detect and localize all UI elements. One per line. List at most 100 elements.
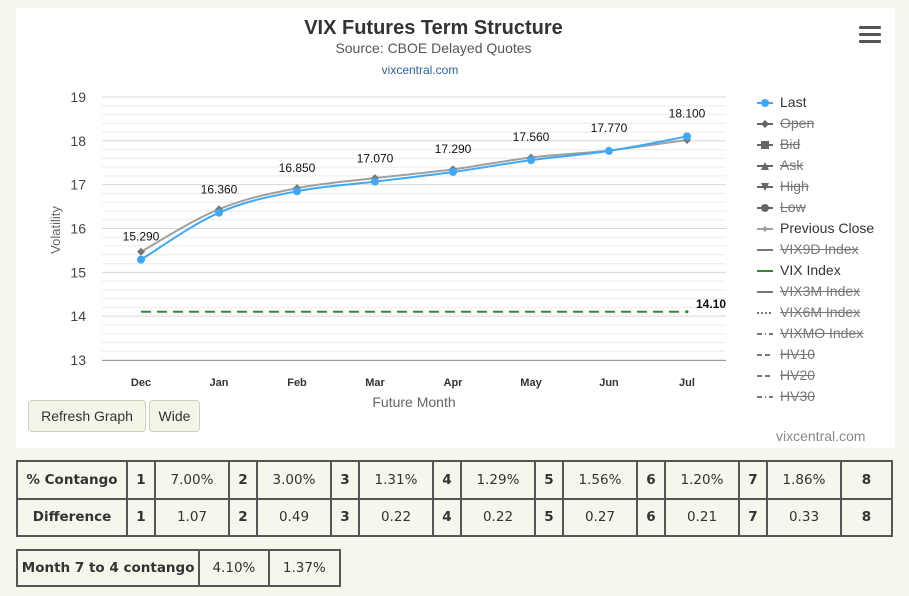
month-number-cell: 1 bbox=[126, 497, 156, 537]
last-point bbox=[215, 208, 223, 217]
legend-item[interactable]: HV30 bbox=[756, 388, 896, 409]
legend-item[interactable]: HV10 bbox=[756, 346, 896, 367]
legend-label: VIXMO Index bbox=[780, 325, 864, 341]
y-tick-label: 18 bbox=[70, 133, 86, 149]
legend-triangle-icon bbox=[757, 162, 773, 170]
month-number-cell: 1 bbox=[126, 460, 156, 500]
row-label: Difference bbox=[16, 497, 128, 537]
legend-item[interactable]: VIX6M Index bbox=[756, 304, 896, 325]
legend-label: VIX6M Index bbox=[780, 304, 861, 320]
legend-item[interactable]: Ask bbox=[756, 157, 896, 178]
table-row: Month 7 to 4 contango 4.10% 1.37% bbox=[15, 549, 342, 587]
month-number-cell: 7 bbox=[738, 460, 768, 500]
y-tick-label: 13 bbox=[70, 352, 86, 368]
table-row: % Contango 1 7.00% 2 3.00% 3 1.31% 4 1.29% 5 1.56%… bbox=[16, 460, 893, 500]
month-contango-value-1: 4.10% bbox=[198, 549, 270, 587]
y-tick-label: 17 bbox=[70, 177, 86, 193]
value-cell: 1.31% bbox=[358, 460, 434, 500]
legend-dashed-icon bbox=[757, 354, 773, 356]
legend-label: VIX Index bbox=[780, 262, 841, 278]
vix-index-data-label: 14.10 bbox=[696, 297, 726, 311]
value-cell: 1.29% bbox=[460, 460, 536, 500]
last-data-label: 17.560 bbox=[513, 130, 550, 144]
legend-item[interactable]: VIX3M Index bbox=[756, 283, 896, 304]
x-tick-label: May bbox=[520, 377, 542, 389]
month-number-cell: 8 bbox=[840, 460, 893, 500]
chart-menu-icon[interactable] bbox=[859, 26, 881, 46]
vix-index-point bbox=[685, 310, 689, 314]
value-cell: 1.20% bbox=[664, 460, 740, 500]
row-label: % Contango bbox=[16, 460, 128, 500]
value-cell: 1.56% bbox=[562, 460, 638, 500]
value-cell: 0.27 bbox=[562, 497, 638, 537]
legend-item[interactable]: VIX9D Index bbox=[756, 241, 896, 262]
month-number-cell: 6 bbox=[636, 497, 666, 537]
month-number-cell: 5 bbox=[534, 460, 564, 500]
legend-item[interactable]: Previous Close bbox=[756, 220, 896, 241]
month-contango-label: Month 7 to 4 contango bbox=[15, 549, 201, 587]
last-point bbox=[137, 255, 145, 264]
month-number-cell: 8 bbox=[840, 497, 893, 537]
value-cell: 1.07 bbox=[154, 497, 230, 537]
refresh-graph-button[interactable]: Refresh Graph bbox=[28, 400, 146, 432]
value-cell: 3.00% bbox=[256, 460, 332, 500]
y-tick-label: 19 bbox=[70, 89, 86, 105]
legend-line-icon bbox=[757, 270, 773, 272]
wide-button[interactable]: Wide bbox=[149, 400, 200, 432]
last-point bbox=[683, 132, 691, 141]
y-tick-label: 15 bbox=[70, 264, 86, 280]
month-number-cell: 4 bbox=[432, 497, 462, 537]
last-point bbox=[449, 167, 457, 176]
legend-label: Last bbox=[780, 94, 807, 110]
legend-item[interactable]: VIXMO Index bbox=[756, 325, 896, 346]
legend-label: HV20 bbox=[780, 367, 816, 383]
legend-diamond-small-icon bbox=[757, 226, 773, 232]
legend-diamond-icon bbox=[757, 120, 773, 128]
month-contango-value-2: 1.37% bbox=[267, 549, 342, 587]
x-tick-label: Jan bbox=[210, 377, 229, 389]
chart-source-link[interactable]: vixcentral.com bbox=[381, 63, 459, 77]
legend-label: High bbox=[780, 178, 809, 194]
table-row: Difference 1 1.07 2 0.49 3 0.22 4 0.22 5 0.27 6 0.21… bbox=[16, 497, 893, 537]
last-data-label: 18.100 bbox=[669, 106, 706, 120]
legend-label: Low bbox=[780, 199, 806, 215]
legend-item[interactable]: High bbox=[756, 178, 896, 199]
legend-label: VIX3M Index bbox=[780, 283, 861, 299]
chart-subtitle: Source: CBOE Delayed Quotes bbox=[335, 40, 532, 56]
last-data-label: 16.850 bbox=[279, 161, 316, 175]
month-number-cell: 3 bbox=[330, 497, 360, 537]
last-point bbox=[527, 156, 535, 165]
month-number-cell: 5 bbox=[534, 497, 564, 537]
x-tick-label: Jun bbox=[599, 377, 619, 389]
x-tick-label: Feb bbox=[287, 377, 307, 389]
month-number-cell: 2 bbox=[228, 460, 258, 500]
value-cell: 0.33 bbox=[766, 497, 842, 537]
legend-item[interactable]: Open bbox=[756, 115, 896, 136]
x-tick-label: Dec bbox=[131, 377, 151, 389]
legend-dashed-icon bbox=[757, 375, 773, 377]
legend-item[interactable]: Bid bbox=[756, 136, 896, 157]
chart-title: VIX Futures Term Structure bbox=[304, 17, 563, 39]
last-point bbox=[293, 187, 301, 196]
legend-item[interactable]: VIX Index bbox=[756, 262, 896, 283]
last-series-line bbox=[140, 135, 688, 261]
legend-dotted-icon bbox=[757, 312, 773, 314]
legend-item[interactable]: Low bbox=[756, 199, 896, 220]
y-tick-label: 16 bbox=[70, 221, 86, 237]
legend-square-icon bbox=[757, 141, 773, 149]
value-cell: 0.49 bbox=[256, 497, 332, 537]
value-cell: 0.21 bbox=[664, 497, 740, 537]
legend-item[interactable]: Last bbox=[756, 94, 896, 115]
legend-line-icon bbox=[757, 249, 773, 251]
legend-label: Ask bbox=[780, 157, 804, 173]
legend-item[interactable]: HV20 bbox=[756, 367, 896, 388]
month-number-cell: 7 bbox=[738, 497, 768, 537]
month-number-cell: 2 bbox=[228, 497, 258, 537]
x-tick-label: Jul bbox=[679, 377, 695, 389]
last-data-label: 16.360 bbox=[201, 183, 238, 197]
value-cell: 1.86% bbox=[766, 460, 842, 500]
value-cell: 0.22 bbox=[358, 497, 434, 537]
contango-table: % Contango 1 7.00% 2 3.00% 3 1.31% 4 1.29% 5 1.56%… bbox=[16, 460, 893, 537]
month-number-cell: 6 bbox=[636, 460, 666, 500]
y-axis-title: Volatility bbox=[48, 206, 63, 254]
